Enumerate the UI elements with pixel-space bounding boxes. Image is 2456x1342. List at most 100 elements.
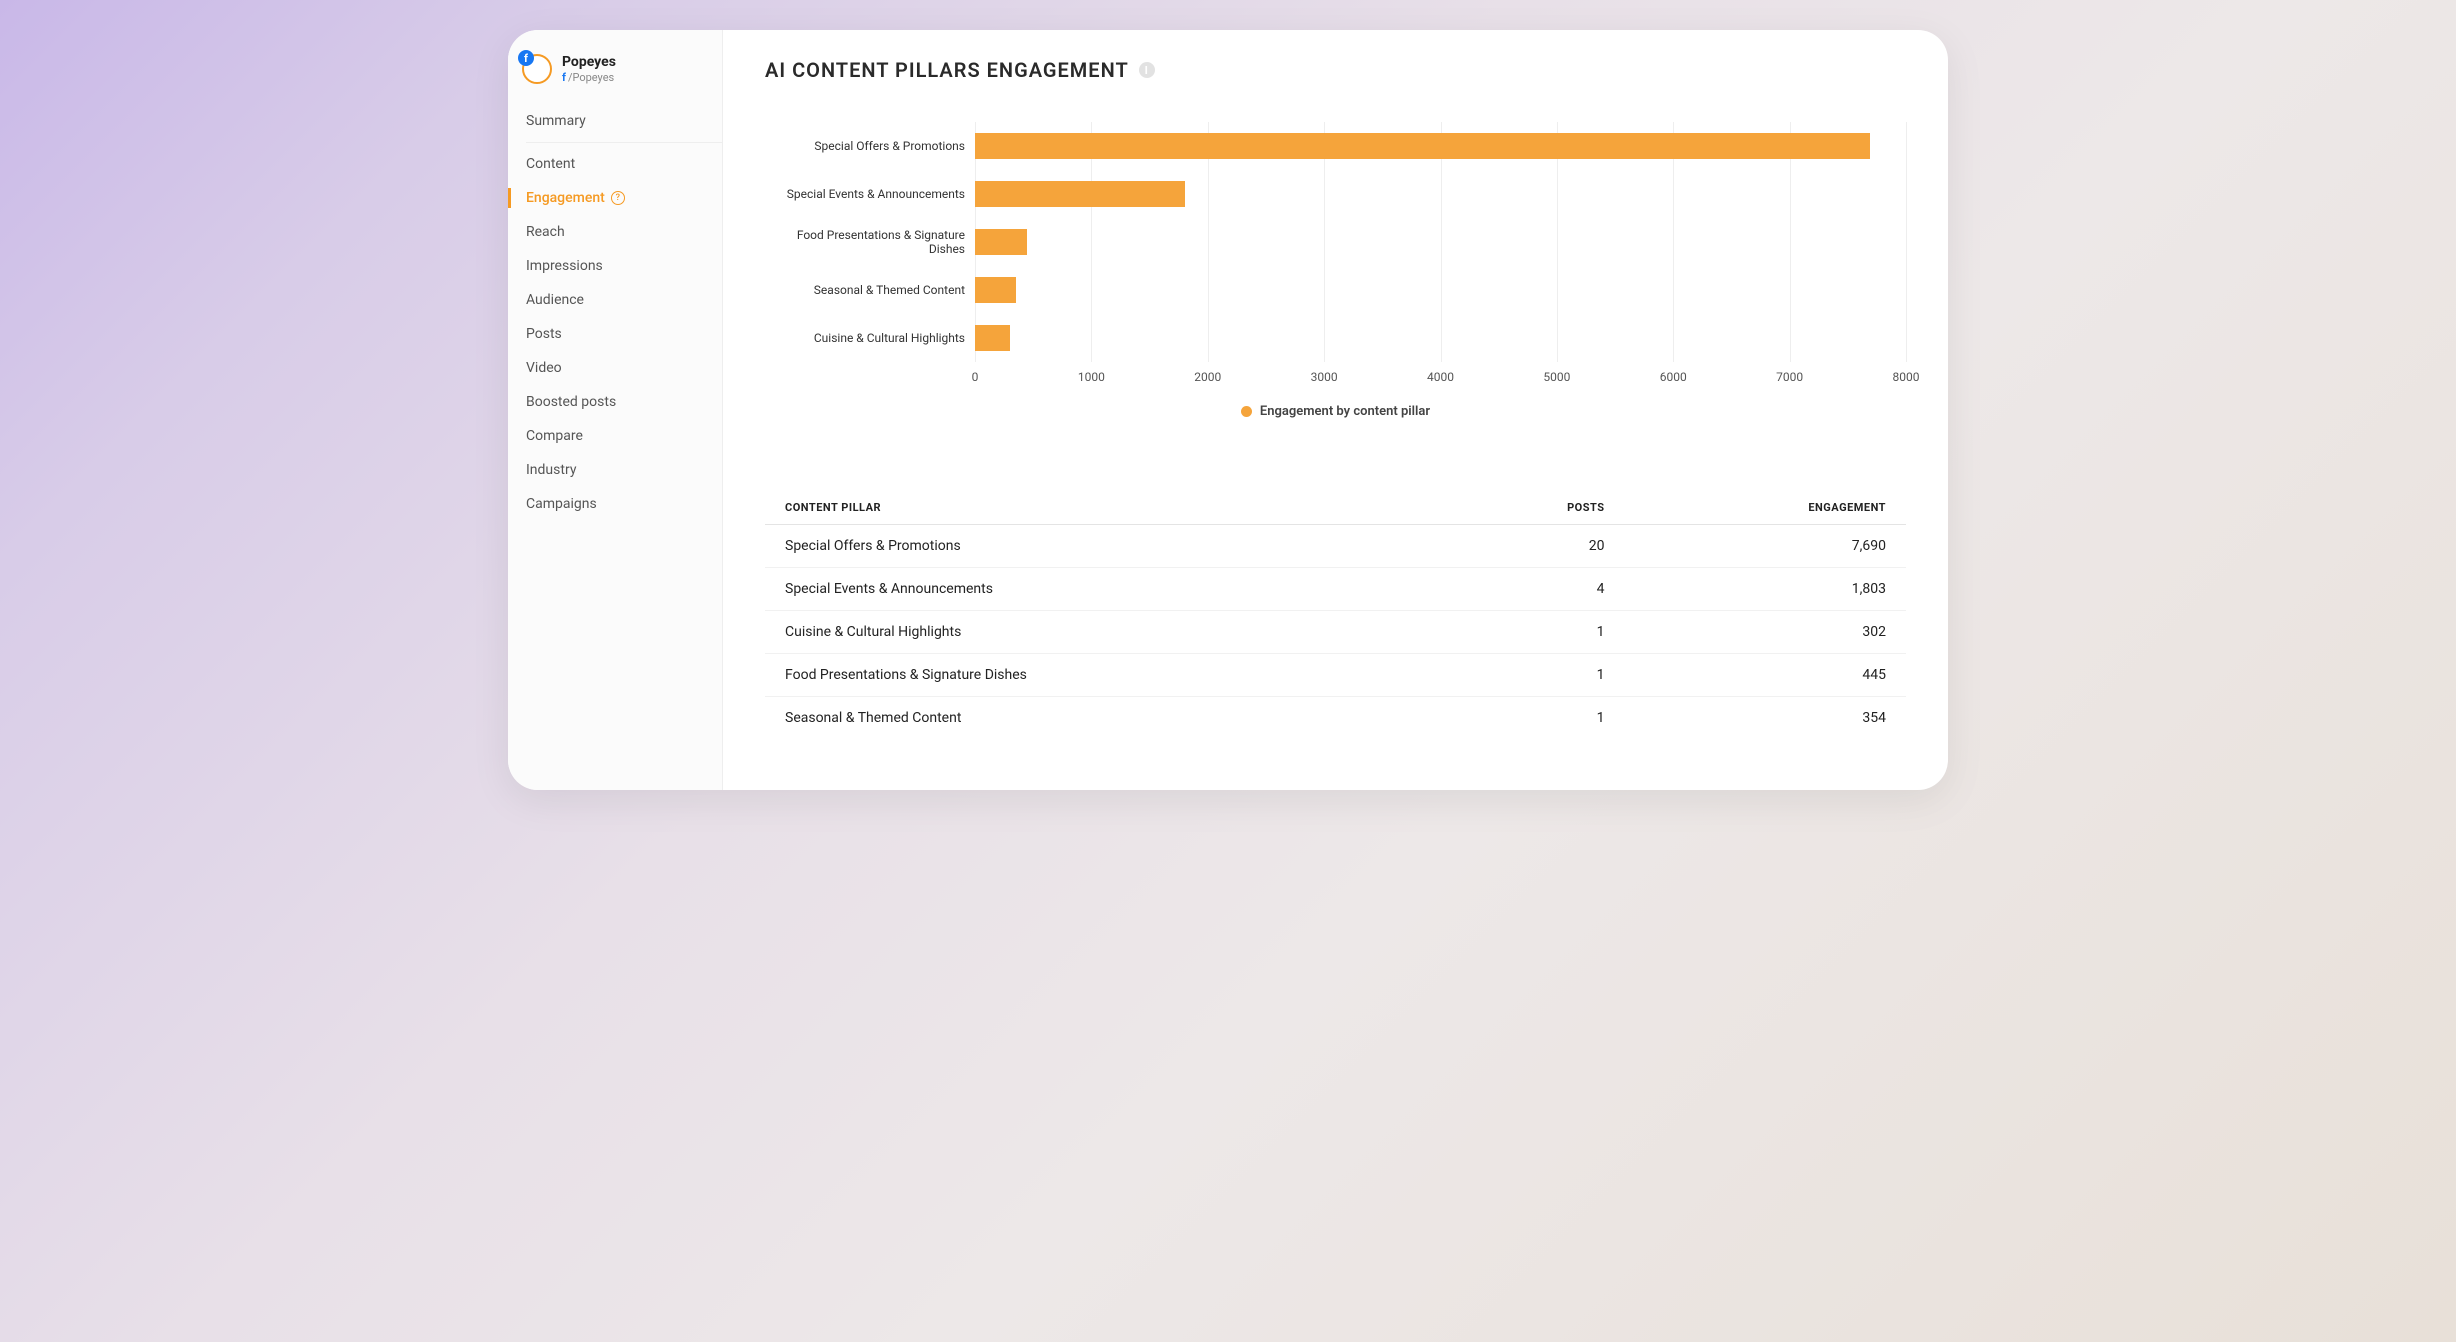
brand-handle-text: /Popeyes (568, 71, 614, 84)
cell-posts: 4 (1439, 568, 1624, 611)
cell-engagement: 302 (1625, 611, 1906, 654)
y-label: Special Offers & Promotions (765, 122, 975, 170)
sidebar-item-label: Video (526, 360, 562, 376)
y-label: Food Presentations & Signature Dishes (765, 218, 975, 266)
engagement-chart: Special Offers & PromotionsSpecial Event… (765, 122, 1906, 421)
sidebar-item-engagement[interactable]: Engagement? (508, 181, 722, 215)
cell-engagement: 354 (1625, 697, 1906, 740)
page-title: AI CONTENT PILLARS ENGAGEMENT i (765, 58, 1906, 82)
x-tick: 4000 (1427, 370, 1454, 384)
sidebar-item-label: Reach (526, 224, 565, 240)
x-tick: 2000 (1194, 370, 1221, 384)
bar[interactable] (975, 181, 1185, 207)
sidebar-item-label: Boosted posts (526, 394, 616, 410)
x-tick: 5000 (1543, 370, 1570, 384)
bar-row (975, 122, 1906, 170)
sidebar-item-campaigns[interactable]: Campaigns (508, 487, 722, 521)
chart-x-ticks: 010002000300040005000600070008000 (975, 370, 1906, 388)
table-row[interactable]: Special Events & Announcements41,803 (765, 568, 1906, 611)
help-icon[interactable]: ? (611, 191, 625, 205)
cell-posts: 1 (1439, 654, 1624, 697)
bar[interactable] (975, 325, 1010, 351)
chart-area: Special Offers & PromotionsSpecial Event… (765, 122, 1906, 362)
table-row[interactable]: Seasonal & Themed Content1354 (765, 697, 1906, 740)
cell-posts: 20 (1439, 525, 1624, 568)
sidebar: f Popeyes f/Popeyes Summary Content Engage… (508, 30, 723, 790)
col-engagement[interactable]: ENGAGEMENT (1625, 491, 1906, 525)
x-tick: 6000 (1660, 370, 1687, 384)
sidebar-item-label: Compare (526, 428, 583, 444)
cell-pillar: Seasonal & Themed Content (765, 697, 1439, 740)
sidebar-item-label: Campaigns (526, 496, 597, 512)
bar-row (975, 170, 1906, 218)
sidebar-nav: Summary Content Engagement? Reach Impression… (508, 104, 722, 521)
sidebar-item-boosted-posts[interactable]: Boosted posts (508, 385, 722, 419)
col-content-pillar[interactable]: CONTENT PILLAR (765, 491, 1439, 525)
sidebar-item-industry[interactable]: Industry (508, 453, 722, 487)
table-header: CONTENT PILLAR POSTS ENGAGEMENT (765, 491, 1906, 525)
sidebar-item-reach[interactable]: Reach (508, 215, 722, 249)
cell-posts: 1 (1439, 697, 1624, 740)
main-panel: AI CONTENT PILLARS ENGAGEMENT i Special … (723, 30, 1948, 790)
cell-pillar: Food Presentations & Signature Dishes (765, 654, 1439, 697)
page-title-text: AI CONTENT PILLARS ENGAGEMENT (765, 58, 1129, 82)
facebook-badge-icon: f (518, 50, 534, 66)
nav-divider (526, 142, 722, 143)
sidebar-item-label: Industry (526, 462, 576, 478)
sidebar-item-label: Impressions (526, 258, 603, 274)
bar[interactable] (975, 277, 1016, 303)
sidebar-item-label: Audience (526, 292, 584, 308)
cell-engagement: 7,690 (1625, 525, 1906, 568)
sidebar-item-label: Engagement (526, 190, 605, 206)
sidebar-item-label: Content (526, 156, 575, 172)
sidebar-item-compare[interactable]: Compare (508, 419, 722, 453)
facebook-glyph-icon: f (562, 71, 566, 84)
cell-pillar: Special Events & Announcements (765, 568, 1439, 611)
cell-engagement: 445 (1625, 654, 1906, 697)
x-tick: 3000 (1311, 370, 1338, 384)
y-label: Special Events & Announcements (765, 170, 975, 218)
info-icon[interactable]: i (1139, 62, 1155, 78)
sidebar-item-label: Posts (526, 326, 562, 342)
table-body: Special Offers & Promotions207,690Specia… (765, 525, 1906, 740)
cell-engagement: 1,803 (1625, 568, 1906, 611)
table-row[interactable]: Cuisine & Cultural Highlights1302 (765, 611, 1906, 654)
chart-y-labels: Special Offers & PromotionsSpecial Event… (765, 122, 975, 362)
x-axis-spacer (765, 370, 975, 388)
brand-logo: f (522, 54, 552, 84)
bar[interactable] (975, 133, 1870, 159)
x-tick: 7000 (1776, 370, 1803, 384)
pillars-table: CONTENT PILLAR POSTS ENGAGEMENT Special … (765, 491, 1906, 739)
sidebar-item-posts[interactable]: Posts (508, 317, 722, 351)
cell-posts: 1 (1439, 611, 1624, 654)
y-label: Cuisine & Cultural Highlights (765, 314, 975, 362)
app-window: f Popeyes f/Popeyes Summary Content Engage… (508, 30, 1948, 790)
gridline (1906, 122, 1907, 362)
legend-label: Engagement by content pillar (1260, 404, 1430, 419)
chart-plot (975, 122, 1906, 362)
table-row[interactable]: Food Presentations & Signature Dishes144… (765, 654, 1906, 697)
x-tick: 1000 (1078, 370, 1105, 384)
chart-x-axis: 010002000300040005000600070008000 (765, 370, 1906, 388)
sidebar-item-content[interactable]: Content (508, 147, 722, 181)
bar-row (975, 218, 1906, 266)
legend-dot-icon (1241, 406, 1252, 417)
table-row[interactable]: Special Offers & Promotions207,690 (765, 525, 1906, 568)
bar-row (975, 314, 1906, 362)
brand-text: Popeyes f/Popeyes (562, 54, 616, 84)
sidebar-item-video[interactable]: Video (508, 351, 722, 385)
chart-legend: Engagement by content pillar (765, 402, 1906, 421)
bar[interactable] (975, 229, 1027, 255)
legend-item: Engagement by content pillar (1241, 404, 1430, 419)
sidebar-item-summary[interactable]: Summary (508, 104, 722, 138)
col-posts[interactable]: POSTS (1439, 491, 1624, 525)
y-label: Seasonal & Themed Content (765, 266, 975, 314)
brand-name: Popeyes (562, 54, 616, 70)
brand-header[interactable]: f Popeyes f/Popeyes (508, 48, 722, 104)
cell-pillar: Special Offers & Promotions (765, 525, 1439, 568)
sidebar-item-label: Summary (526, 113, 586, 129)
sidebar-item-impressions[interactable]: Impressions (508, 249, 722, 283)
x-tick: 8000 (1893, 370, 1920, 384)
brand-handle: f/Popeyes (562, 71, 616, 84)
sidebar-item-audience[interactable]: Audience (508, 283, 722, 317)
